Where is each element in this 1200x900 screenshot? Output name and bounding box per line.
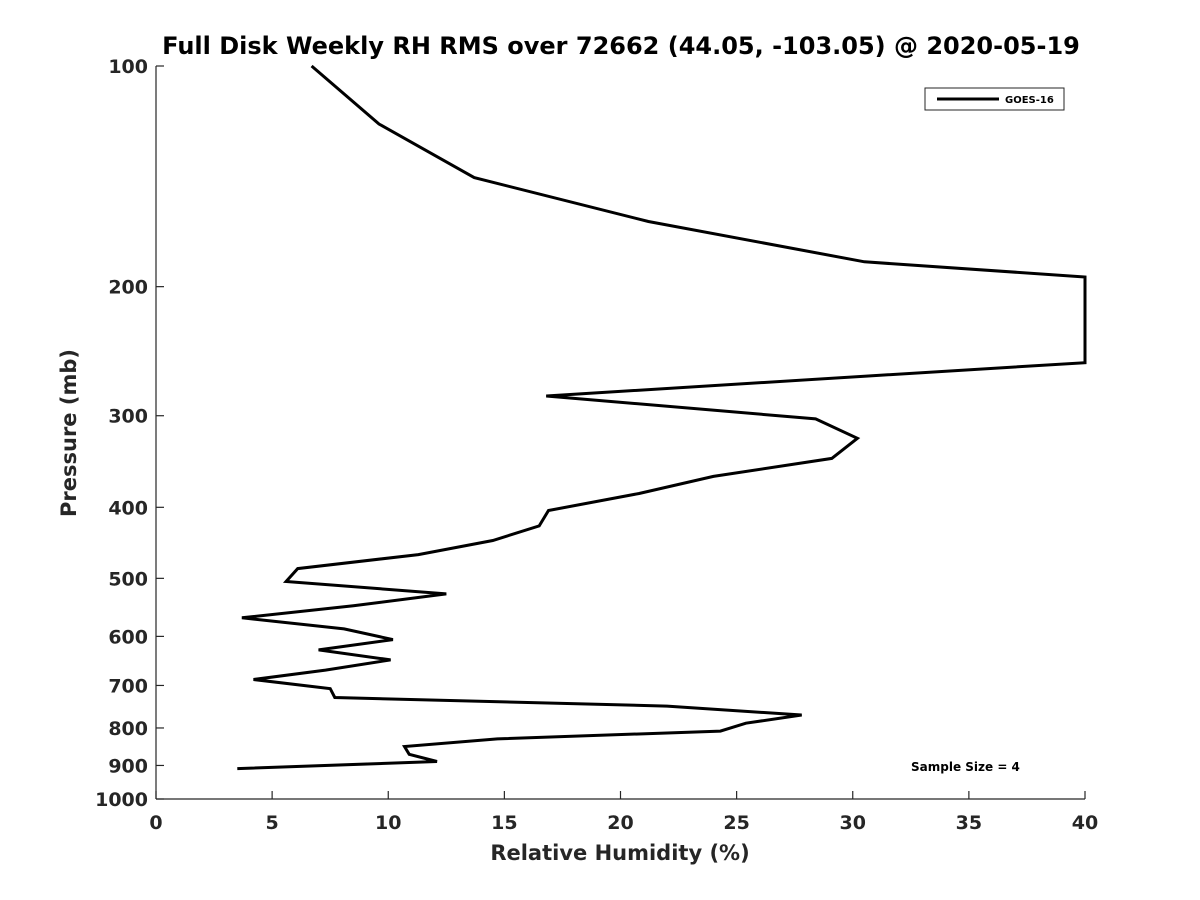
x-axis-label: Relative Humidity (%) (490, 841, 749, 865)
x-tick-label: 40 (1072, 812, 1098, 834)
series-layer (237, 64, 1087, 771)
y-tick-label: 700 (108, 675, 148, 697)
x-tick-label: 25 (723, 812, 749, 834)
x-tick-label: 5 (266, 812, 279, 834)
y-tick-label: 900 (108, 755, 148, 777)
x-tick-label: 35 (956, 812, 982, 834)
y-tick-label: 1000 (95, 789, 148, 811)
plot-area (155, 66, 1085, 800)
y-tick-label: 200 (108, 277, 148, 299)
y-tick-label: 800 (108, 718, 148, 740)
y-tick-label: 400 (108, 497, 148, 519)
x-tick-label: 0 (149, 812, 162, 834)
chart-title: Full Disk Weekly RH RMS over 72662 (44.0… (162, 32, 1080, 60)
sample-size-annotation: Sample Size = 4 (911, 760, 1020, 774)
y-axis-label: Pressure (mb) (57, 349, 81, 517)
legend: GOES-16 (924, 87, 1065, 111)
y-tick-label: 100 (108, 56, 148, 78)
x-tick-label: 15 (491, 812, 517, 834)
y-axis-ticks: 100 200 300 400 500 600 700 800 900 1000 (95, 56, 164, 811)
y-tick-label: 500 (108, 568, 148, 590)
x-tick-label: 10 (375, 812, 401, 834)
x-axis-ticks: 0 5 10 15 20 25 30 35 40 (149, 791, 1098, 834)
y-tick-label: 600 (108, 626, 148, 648)
legend-label-goes-16: GOES-16 (1005, 95, 1054, 106)
series-line-goes-16 (237, 64, 1087, 771)
x-tick-label: 30 (840, 812, 866, 834)
y-tick-label: 300 (108, 406, 148, 428)
x-tick-label: 20 (607, 812, 633, 834)
